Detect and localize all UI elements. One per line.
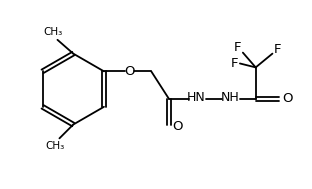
Text: F: F: [274, 43, 281, 56]
Text: O: O: [124, 65, 135, 78]
Text: F: F: [234, 41, 242, 54]
Text: NH: NH: [221, 91, 239, 105]
Text: CH₃: CH₃: [43, 27, 62, 37]
Text: HN: HN: [187, 91, 206, 105]
Text: F: F: [230, 57, 238, 70]
Text: O: O: [282, 92, 292, 105]
Text: O: O: [173, 120, 183, 133]
Text: CH₃: CH₃: [46, 141, 65, 151]
